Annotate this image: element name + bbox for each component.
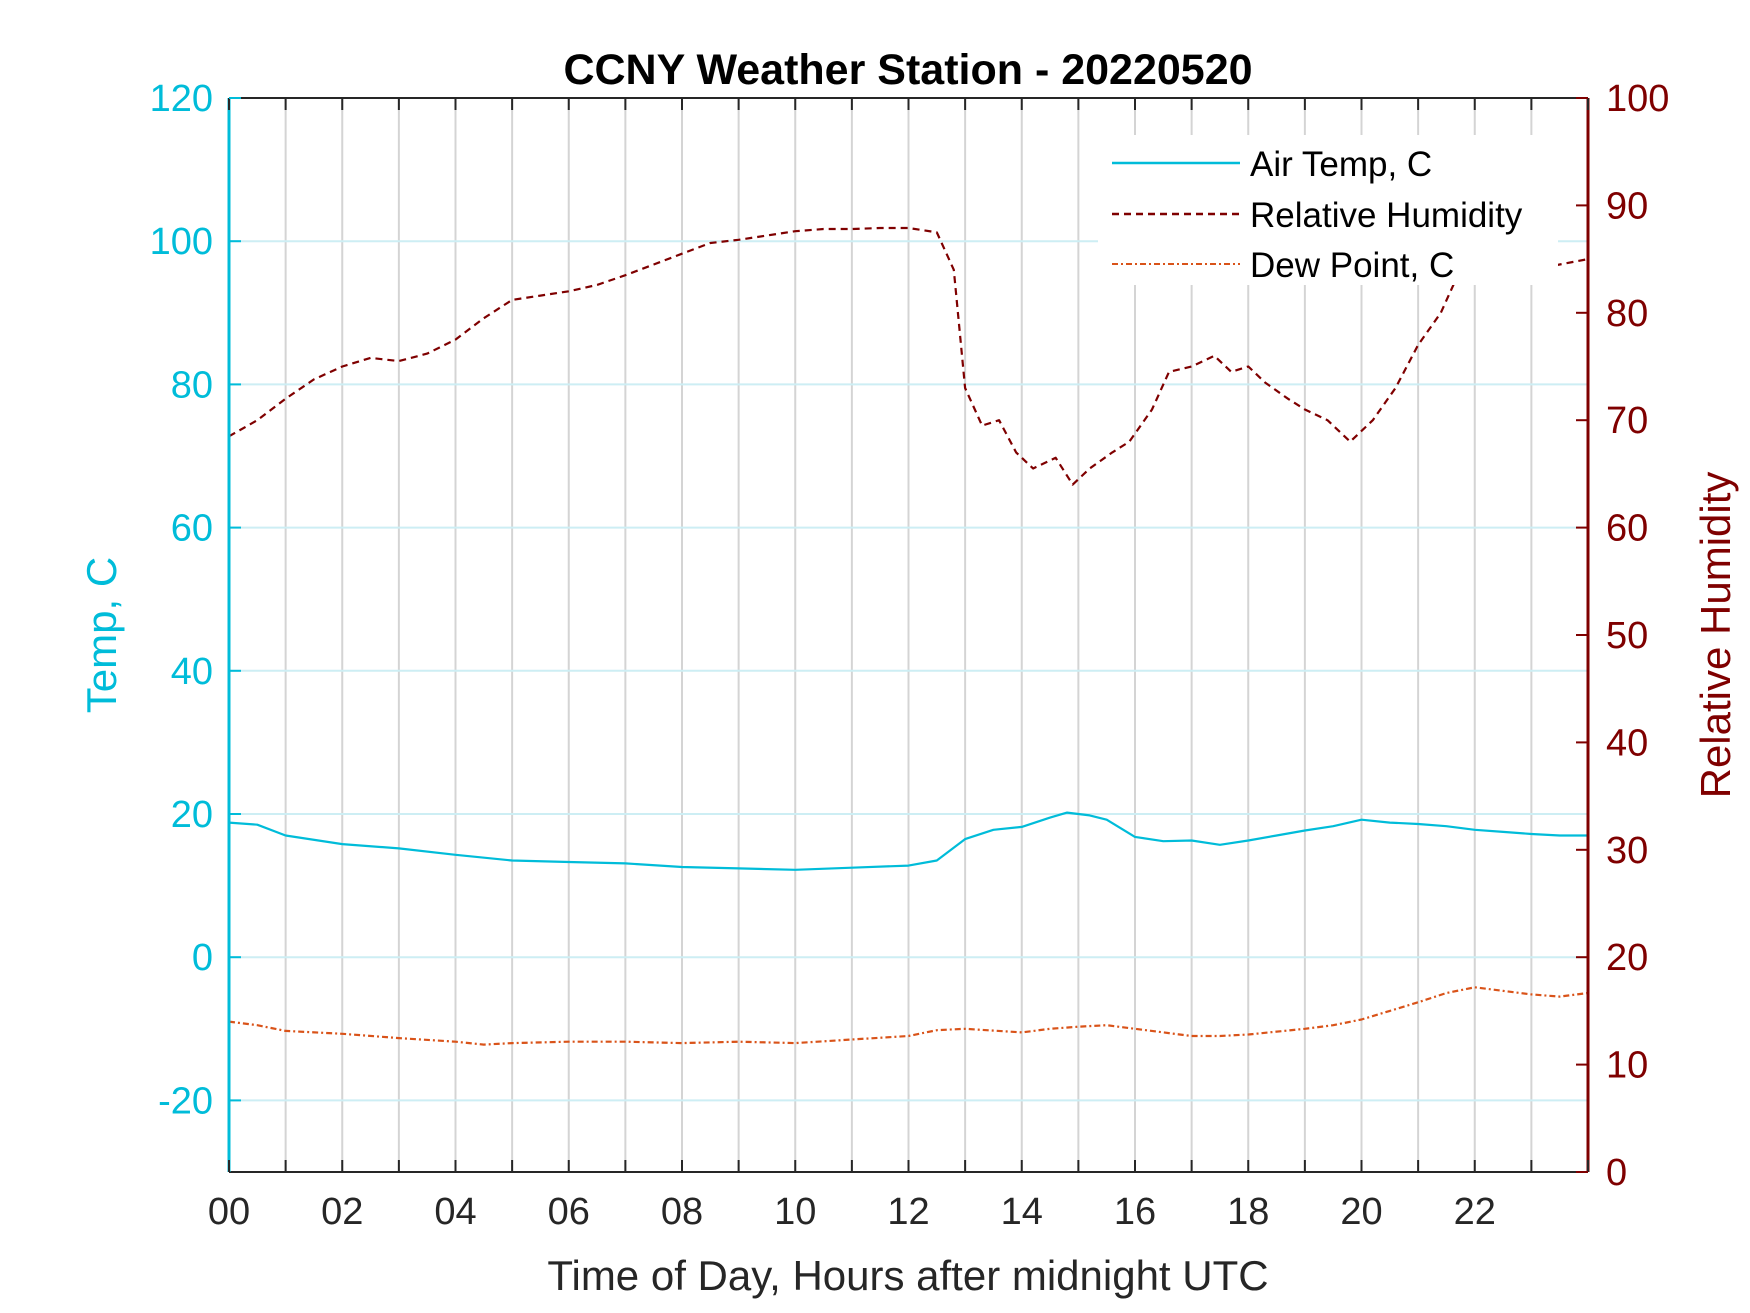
series-line-0 xyxy=(228,811,1588,871)
y-right-tick-label: 60 xyxy=(1606,508,1648,550)
series-layer xyxy=(228,226,1589,1046)
y-left-tick-label: 40 xyxy=(171,651,213,693)
y-left-tick-label: 0 xyxy=(192,937,213,979)
legend-box xyxy=(1098,135,1558,285)
x-tick-label: 12 xyxy=(887,1191,929,1233)
y-left-tick-label: -20 xyxy=(158,1080,213,1122)
y-right-tick-label: 10 xyxy=(1606,1045,1648,1087)
x-tick-label: 00 xyxy=(208,1191,250,1233)
x-tick-label: 14 xyxy=(1001,1191,1043,1233)
axes xyxy=(227,97,1590,1173)
x-tick-label: 20 xyxy=(1340,1191,1382,1233)
y-left-tick-label: 120 xyxy=(150,78,213,120)
y-right-tick-label: 0 xyxy=(1606,1152,1627,1194)
series-line-1 xyxy=(228,226,1589,486)
y-right-tick-label: 50 xyxy=(1606,615,1648,657)
legend-label-dew-point: Dew Point, C xyxy=(1250,246,1454,285)
y-right-tick-label: 100 xyxy=(1606,78,1669,120)
grid xyxy=(229,97,1588,1172)
chart-title: CCNY Weather Station - 20220520 xyxy=(563,46,1252,94)
x-tick-label: 08 xyxy=(661,1191,703,1233)
y-right-tick-label: 40 xyxy=(1606,722,1648,764)
x-tick-label: 04 xyxy=(434,1191,476,1233)
x-tick-label: 18 xyxy=(1227,1191,1269,1233)
y-right-tick-label: 20 xyxy=(1606,937,1648,979)
y-axis-label-right: Relative Humidity xyxy=(1692,472,1739,799)
y-axis-label-left: Temp, C xyxy=(78,557,125,713)
series-line-2 xyxy=(228,986,1589,1046)
tick-labels: 00 02 04 06 08 10 12 14 16 18 20 22-200204060801001… xyxy=(150,78,1670,1233)
legend-label-humidity: Relative Humidity xyxy=(1250,196,1523,235)
x-tick-label: 02 xyxy=(321,1191,363,1233)
y-right-tick-label: 30 xyxy=(1606,830,1648,872)
y-left-tick-label: 60 xyxy=(171,508,213,550)
x-tick-label: 10 xyxy=(774,1191,816,1233)
y-left-tick-label: 80 xyxy=(171,364,213,406)
y-left-tick-label: 20 xyxy=(171,794,213,836)
y-left-tick-label: 100 xyxy=(150,221,213,263)
legend-label-air-temp: Air Temp, C xyxy=(1250,145,1432,184)
y-right-tick-label: 80 xyxy=(1606,293,1648,335)
x-tick-label: 16 xyxy=(1114,1191,1156,1233)
x-tick-label: 22 xyxy=(1454,1191,1496,1233)
x-tick-label: 06 xyxy=(548,1191,590,1233)
y-right-tick-label: 90 xyxy=(1606,185,1648,227)
x-axis-label: Time of Day, Hours after midnight UTC xyxy=(547,1252,1268,1299)
y-right-tick-label: 70 xyxy=(1606,400,1648,442)
legend: Air Temp, C Relative Humidity Dew Point,… xyxy=(1098,135,1558,285)
